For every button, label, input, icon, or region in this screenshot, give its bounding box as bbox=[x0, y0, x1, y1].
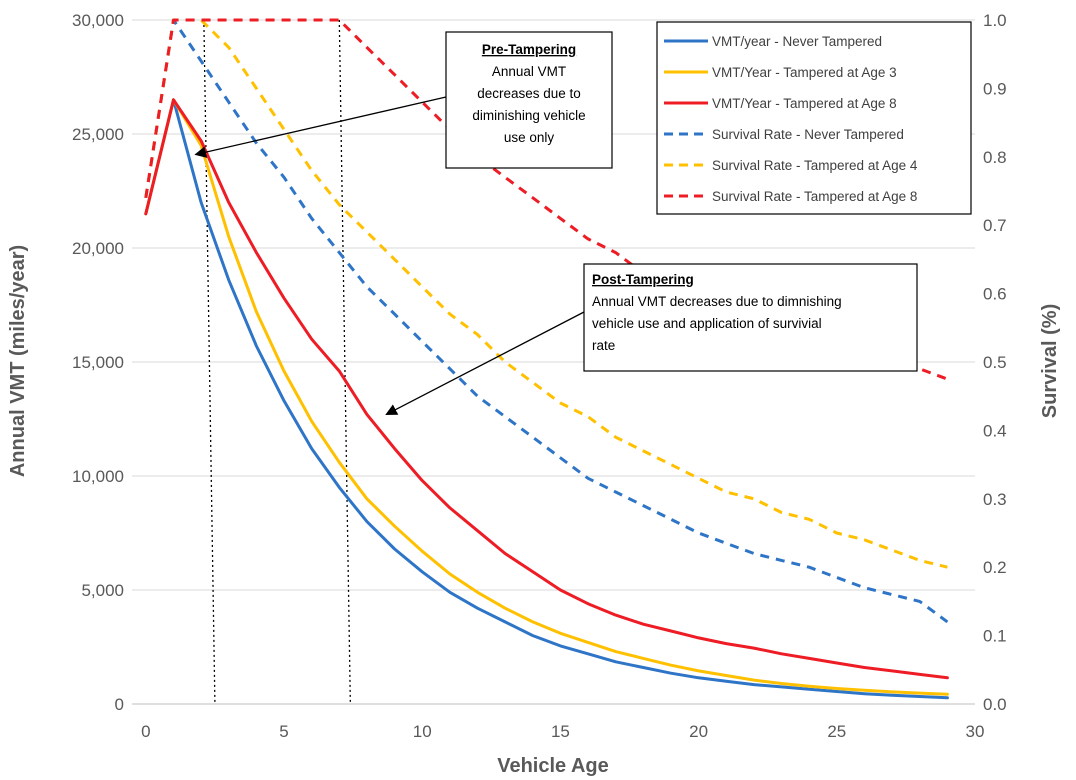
series-line-2 bbox=[144, 98, 949, 696]
y2-tick-label: 0.6 bbox=[983, 285, 1007, 304]
annotation-arrow-post bbox=[385, 311, 585, 416]
y-tick-label: 30,000 bbox=[72, 11, 124, 30]
legend-label: VMT/Year - Tampered at Age 3 bbox=[712, 65, 897, 80]
reference-lines bbox=[203, 19, 352, 705]
series-line-3 bbox=[144, 98, 949, 680]
y2-tick-label: 0.1 bbox=[983, 627, 1007, 646]
y2-tick-label: 0.0 bbox=[983, 695, 1007, 714]
y-tick-label: 15,000 bbox=[72, 353, 124, 372]
reference-line bbox=[203, 19, 216, 705]
legend-label: VMT/year - Never Tampered bbox=[712, 34, 882, 49]
y-axis-title: Annual VMT (miles/year) bbox=[7, 245, 29, 477]
x-tick-label: 15 bbox=[551, 722, 570, 741]
y2-tick-label: 0.5 bbox=[983, 353, 1007, 372]
series-line-5 bbox=[144, 18, 948, 569]
y2-tick-label: 0.3 bbox=[983, 490, 1007, 509]
y2-tick-label: 0.9 bbox=[983, 79, 1007, 98]
annotation-line-post: rate bbox=[592, 338, 615, 353]
annotation-box-post bbox=[583, 263, 918, 372]
annotation-line-pre: use only bbox=[504, 130, 555, 145]
x-tick-label: 5 bbox=[279, 722, 288, 741]
legend-label: Survival Rate - Tampered at Age 8 bbox=[712, 189, 917, 204]
x-tick-label: 25 bbox=[827, 722, 846, 741]
annotation-line-post: Annual VMT decreases due to dimnishing bbox=[592, 294, 842, 309]
x-tick-label: 0 bbox=[141, 722, 150, 741]
legend-box bbox=[656, 21, 972, 215]
y-tick-label: 5,000 bbox=[81, 581, 124, 600]
y2-tick-label: 0.7 bbox=[983, 216, 1007, 235]
y2-axis-title: Survival (%) bbox=[1039, 304, 1061, 418]
x-tick-label: 20 bbox=[689, 722, 708, 741]
y2-tick-label: 0.4 bbox=[983, 421, 1007, 440]
annotation-line-pre: diminishing vehicle bbox=[472, 108, 585, 123]
legend-label: Survival Rate - Never Tampered bbox=[712, 127, 904, 142]
legend-label: Survival Rate - Tampered at Age 4 bbox=[712, 158, 918, 173]
annotation-line-pre: decreases due to bbox=[477, 86, 581, 101]
x-tick-label: 30 bbox=[966, 722, 985, 741]
series-line-1 bbox=[144, 98, 949, 700]
x-tick-label: 10 bbox=[413, 722, 432, 741]
annotation-line-pre: Annual VMT bbox=[492, 64, 566, 79]
y2-tick-label: 0.2 bbox=[983, 558, 1007, 577]
annotation-title-post: Post-Tampering bbox=[592, 272, 694, 287]
y2-tick-label: 1.0 bbox=[983, 11, 1007, 30]
y-tick-label: 25,000 bbox=[72, 125, 124, 144]
reference-line bbox=[338, 19, 352, 705]
annotation-arrow-pre bbox=[194, 96, 447, 158]
y-tick-label: 20,000 bbox=[72, 239, 124, 258]
series-line-4 bbox=[144, 18, 949, 624]
y2-tick-label: 0.8 bbox=[983, 148, 1007, 167]
annotation-box-pre bbox=[445, 31, 613, 169]
y-tick-label: 10,000 bbox=[72, 467, 124, 486]
annotations: Pre-Tampering Annual VMT decreases due to d… bbox=[194, 31, 918, 416]
axes: 0 5,000 10,000 15,000 20,000 25,000 30,000 0.0 0… bbox=[72, 11, 1007, 741]
x-axis-title: Vehicle Age bbox=[497, 755, 609, 777]
legend-label: VMT/Year - Tampered at Age 8 bbox=[712, 96, 897, 111]
legend: VMT/year - Never Tampered VMT/Year - Tamp… bbox=[656, 21, 972, 215]
y-tick-label: 0 bbox=[115, 695, 124, 714]
annotation-line-post: vehicle use and application of survivial bbox=[592, 316, 822, 331]
annotation-title-pre: Pre-Tampering bbox=[482, 42, 576, 57]
